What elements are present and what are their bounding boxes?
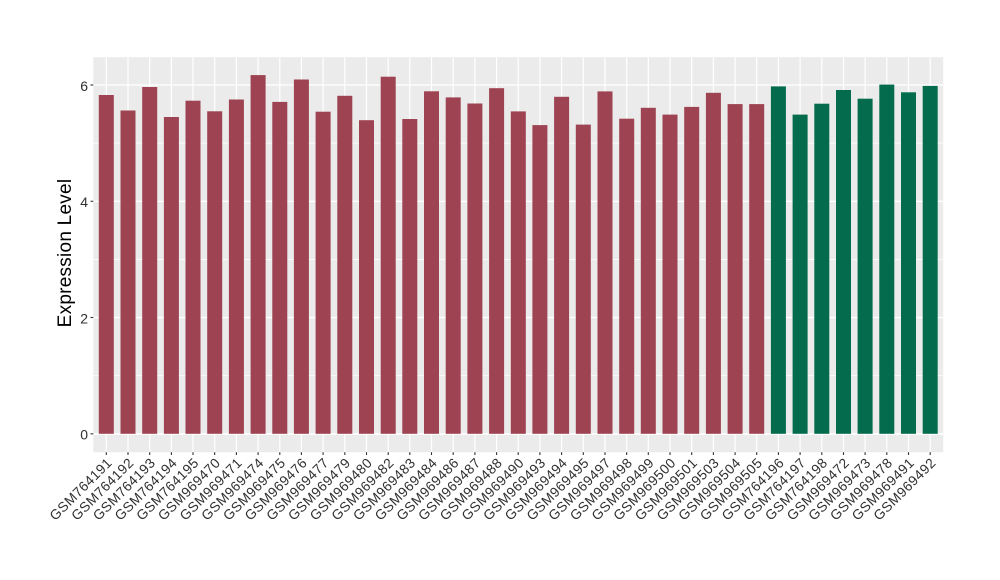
svg-text:2: 2 xyxy=(80,310,88,326)
svg-text:4: 4 xyxy=(80,194,88,210)
svg-text:Expression Level: Expression Level xyxy=(55,179,76,328)
svg-text:6: 6 xyxy=(80,78,88,94)
svg-text:0: 0 xyxy=(80,427,88,443)
